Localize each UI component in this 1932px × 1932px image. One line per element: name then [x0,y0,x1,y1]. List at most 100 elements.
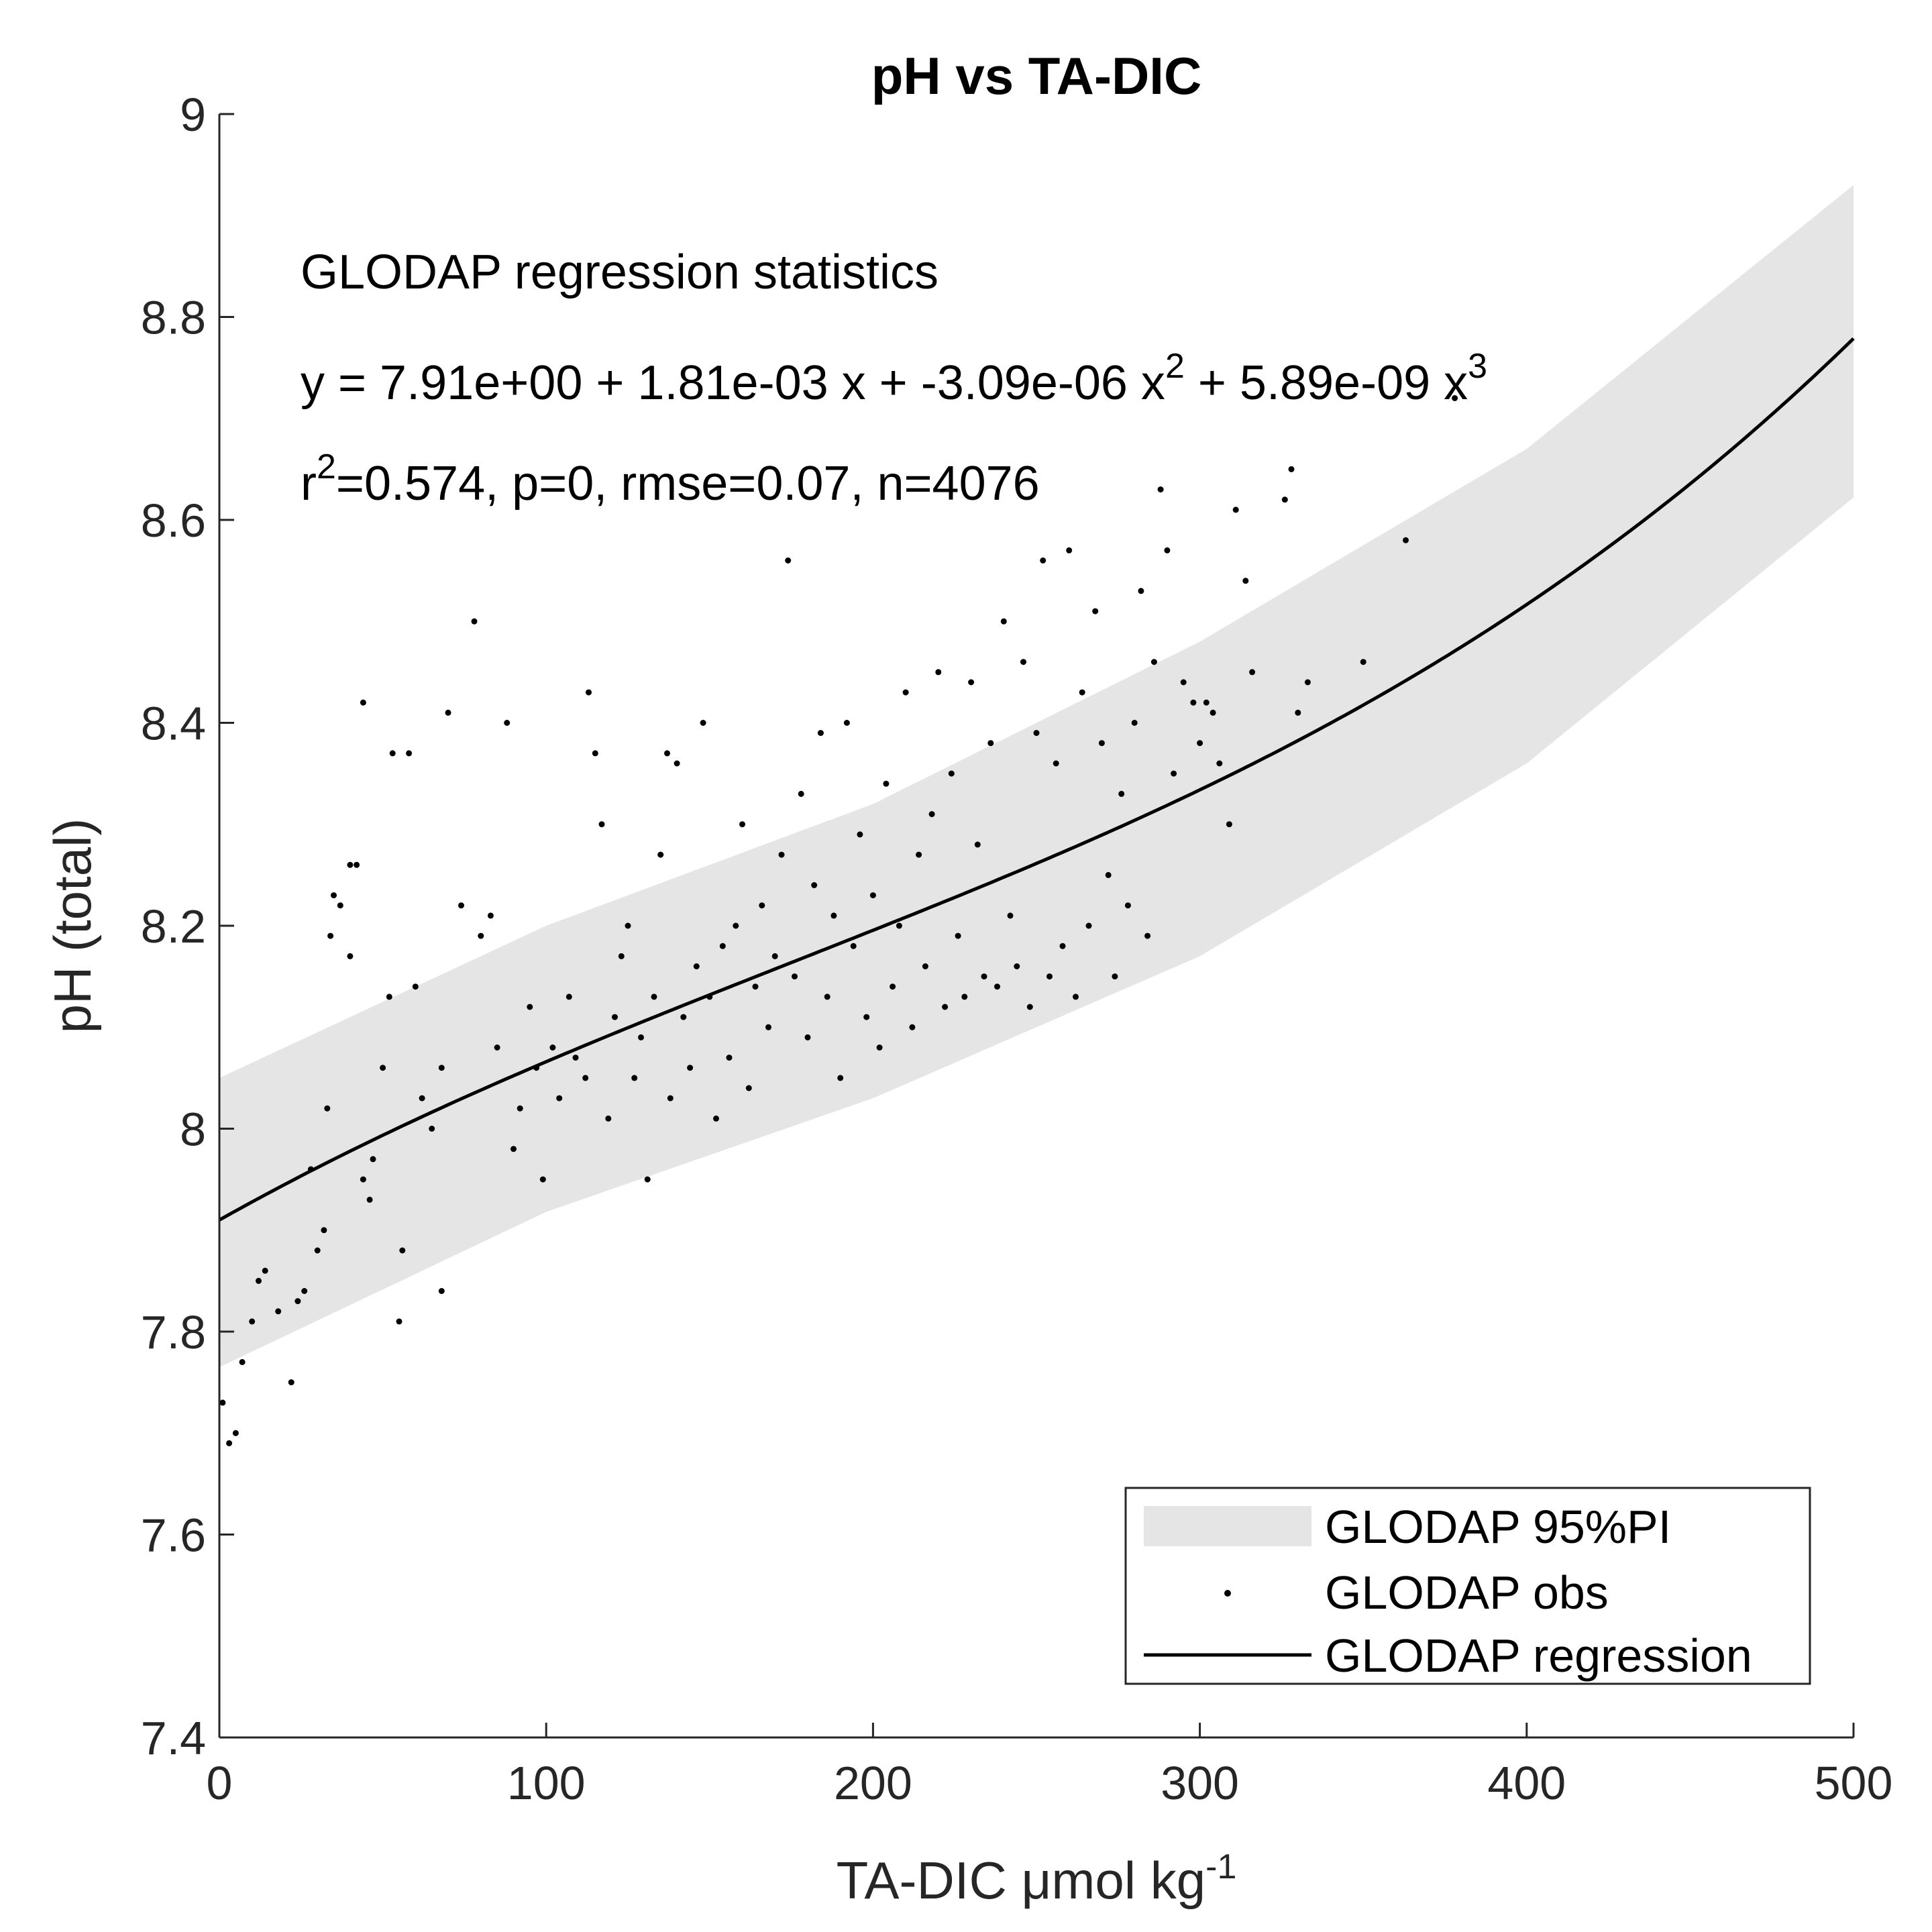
data-point [1171,770,1177,777]
y-tick-label: 8.2 [141,900,206,953]
x-axis-title: TA-DIC μmol kg-1 [837,1847,1237,1910]
data-point [843,720,850,726]
data-point [288,1379,294,1386]
data-point [549,1044,556,1051]
data-point [733,922,739,929]
x-tick-label: 0 [207,1757,233,1809]
data-point [1216,760,1223,767]
y-tick-label: 8 [180,1104,206,1156]
data-point [1118,790,1125,797]
legend-label-regression: GLODAP regression [1325,1629,1752,1682]
data-point [700,720,706,726]
data-point [631,1075,638,1081]
data-point [1360,659,1366,665]
data-point [961,994,968,1000]
data-point [792,973,798,980]
data-point [850,943,857,949]
data-point [1281,496,1288,503]
data-point [396,1318,402,1325]
data-point [582,1075,589,1081]
data-point [380,1065,386,1071]
data-point [386,994,392,1000]
data-point [478,932,484,939]
data-point [1242,578,1249,584]
stats-equation: y = 7.91e+00 + 1.81e-03 x + -3.09e-06 x2… [301,347,1487,410]
stats-summary-rest: =0.574, p=0, rmse=0.07, n=4076 [336,457,1040,511]
data-point [785,557,792,564]
data-point [1026,1004,1033,1010]
data-point [817,730,824,737]
data-point [824,994,830,1000]
data-point [883,780,890,787]
data-point [644,1176,651,1183]
data-point [232,1430,239,1436]
y-tick-label: 7.8 [141,1306,206,1358]
data-point [726,1055,733,1061]
y-tick-label: 7.4 [141,1712,206,1764]
data-point [890,983,896,990]
data-point [347,861,354,868]
data-point [1452,395,1458,401]
x-tick-label: 400 [1487,1757,1566,1809]
data-point [1190,699,1197,706]
data-point [719,943,726,949]
data-point [324,1105,331,1112]
data-point [586,689,592,696]
data-point [948,770,955,777]
data-point [798,790,804,797]
data-point [942,1004,949,1010]
data-point [1304,679,1311,686]
data-point [1144,932,1151,939]
data-point [664,750,670,757]
data-point [612,1014,618,1020]
data-point [598,821,605,828]
data-point [370,1156,376,1163]
data-point [337,902,343,909]
data-point [667,1095,674,1102]
data-point [778,851,785,858]
data-point [539,1176,546,1183]
data-point [249,1318,256,1325]
data-point [445,709,451,716]
data-point [1112,973,1118,980]
data-point [419,1095,425,1102]
data-point [625,922,631,929]
data-point [1203,699,1210,706]
data-point [994,983,1000,990]
stats-summary-r: r [301,457,317,511]
data-point [752,983,759,990]
data-point [556,1095,563,1102]
y-tick-label: 8.4 [141,698,206,750]
data-point [981,973,987,980]
data-point [1053,760,1059,767]
data-point [1226,821,1232,828]
data-point [275,1308,282,1315]
data-point [572,1055,579,1061]
data-point [922,963,928,969]
y-tick-label: 7.6 [141,1509,206,1562]
data-point [1138,588,1144,594]
stats-equation-sup2: 3 [1468,347,1487,386]
data-point [458,902,464,909]
x-tick-label: 100 [507,1757,586,1809]
data-point [1150,659,1157,665]
data-point [771,953,778,959]
data-point [657,851,664,858]
data-point [399,1247,406,1254]
data-point [219,1399,226,1406]
data-point [837,1075,844,1081]
data-point [987,740,994,747]
data-point [294,1298,301,1305]
data-point [928,811,935,818]
data-point [1232,506,1239,513]
legend-swatch-obs [1224,1590,1231,1597]
data-point [1288,466,1295,472]
legend: GLODAP 95%PI GLODAP obs GLODAP regressio… [1124,1487,1811,1685]
data-point [592,750,598,757]
data-point [869,892,876,899]
data-point [1085,922,1092,929]
data-point [1249,669,1256,676]
data-point [1014,963,1020,969]
data-point [256,1277,262,1284]
